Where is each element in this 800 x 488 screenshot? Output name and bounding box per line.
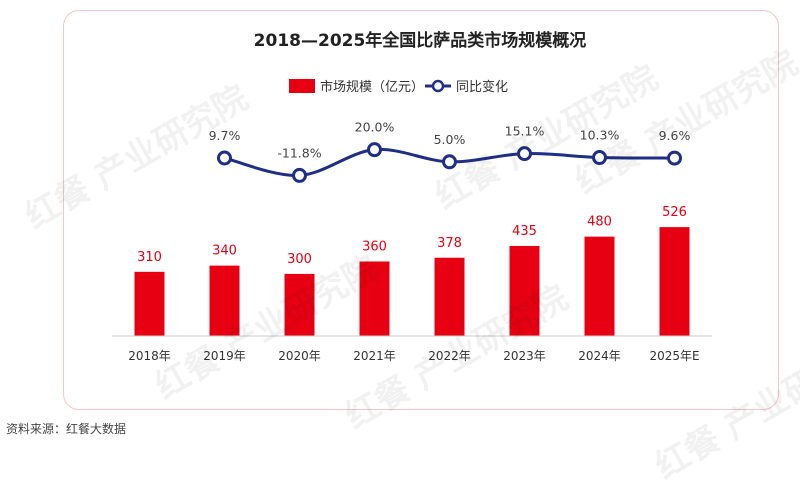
bar-1: [209, 265, 240, 336]
bar-value-label: 310: [137, 250, 162, 265]
bar-value-label: 480: [587, 215, 612, 230]
x-tick-label: 2021年: [353, 349, 396, 363]
growth-value-label: 9.7%: [209, 128, 241, 143]
chart: 2018—2025年全国比萨品类市场规模概况 市场规模（亿元） 同比变化 310…: [112, 30, 712, 363]
x-tick-label: 2019年: [203, 349, 246, 363]
x-tick-label: 2023年: [503, 349, 546, 363]
growth-point-6: [592, 150, 607, 166]
growth-value-label: -11.8%: [277, 145, 321, 160]
chart-card: [63, 10, 779, 410]
bar-value-label: 526: [662, 205, 687, 220]
bar-7: [659, 227, 690, 336]
legend: 市场规模（亿元） 同比变化: [289, 79, 508, 95]
growth-point-2: [292, 167, 307, 183]
growth-line-layer: 9.7% -11.8% 20.0% 5.0% 15.1% 10.3% 9.6%: [209, 120, 691, 183]
growth-point-5: [517, 146, 532, 162]
bar-value-label: 378: [437, 236, 462, 251]
bar-value-label: 340: [212, 244, 237, 259]
growth-value-label: 15.1%: [505, 124, 545, 139]
chart-title: 2018—2025年全国比萨品类市场规模概况: [254, 30, 587, 51]
legend-bar-label: 市场规模（亿元）: [320, 79, 424, 95]
bar-value-label: 300: [287, 252, 312, 267]
growth-point-3: [367, 142, 382, 158]
growth-point-4: [442, 154, 457, 170]
growth-value-label: 20.0%: [355, 120, 395, 135]
growth-value-label: 5.0%: [434, 132, 466, 147]
x-tick-labels: 2018年 2019年 2020年 2021年 2022年 2023年 2024年 2025年…: [128, 349, 699, 363]
source-note: 资料来源：红餐大数据: [6, 422, 127, 436]
bar-0: [134, 271, 165, 336]
growth-point-7: [667, 150, 682, 166]
growth-point-1: [217, 150, 232, 166]
bar-3: [359, 261, 390, 336]
legend-line-marker: [431, 79, 445, 93]
legend-bar-swatch: [289, 79, 315, 93]
bar-2: [284, 273, 315, 336]
bar-5: [509, 245, 540, 336]
growth-value-label: 9.6%: [659, 128, 691, 143]
bar-value-label: 435: [512, 224, 537, 239]
x-tick-label: 2025年E: [649, 349, 699, 363]
x-tick-label: 2022年: [428, 349, 471, 363]
x-tick-label: 2024年: [578, 349, 621, 363]
bar-4: [434, 257, 465, 336]
x-tick-label: 2020年: [278, 349, 321, 363]
x-tick-label: 2018年: [128, 349, 171, 363]
legend-line-label: 同比变化: [456, 79, 508, 95]
bar-6: [584, 236, 615, 336]
bars-layer: 310 340 300 360 378 435 480 526: [134, 205, 690, 336]
bar-value-label: 360: [362, 239, 387, 254]
growth-value-label: 10.3%: [580, 128, 620, 143]
